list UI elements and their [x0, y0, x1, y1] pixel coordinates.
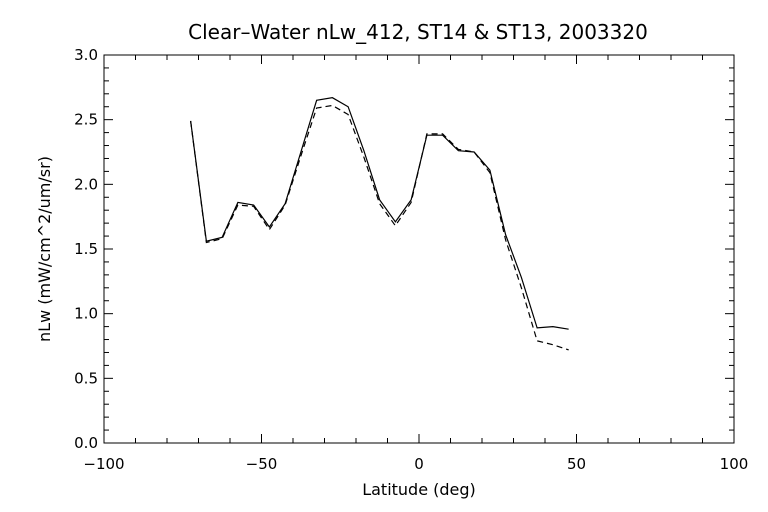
x-tick-label: −50	[246, 455, 278, 473]
y-tick-label: 3.0	[74, 46, 98, 64]
y-tick-label: 2.5	[74, 111, 98, 129]
x-tick-label: 0	[414, 455, 424, 473]
x-tick-label: −100	[83, 455, 124, 473]
x-tick-label: 100	[720, 455, 749, 473]
y-tick-label: 2.0	[74, 175, 98, 193]
series-line-dashed	[190, 104, 569, 351]
chart-title: Clear–Water nLw_412, ST14 & ST13, 200332…	[188, 20, 648, 44]
y-tick-label: 0.5	[74, 369, 98, 387]
x-axis-label: Latitude (deg)	[362, 480, 476, 499]
plot-frame	[103, 54, 735, 444]
y-tick-label: 1.0	[74, 305, 98, 323]
series-line-solid	[190, 97, 569, 330]
x-tick-label: 50	[567, 455, 586, 473]
series-lines	[190, 97, 569, 351]
y-axis-label: nLw (mW/cm^2/um/sr)	[35, 156, 54, 342]
axis-tick-labels: −100 −50 0 50 100 0.0 0.5 1.0 1.5 2.0 2.5 3.0	[74, 46, 748, 473]
axis-ticks	[103, 54, 735, 444]
y-tick-label: 0.0	[74, 434, 98, 452]
y-tick-label: 1.5	[74, 240, 98, 258]
